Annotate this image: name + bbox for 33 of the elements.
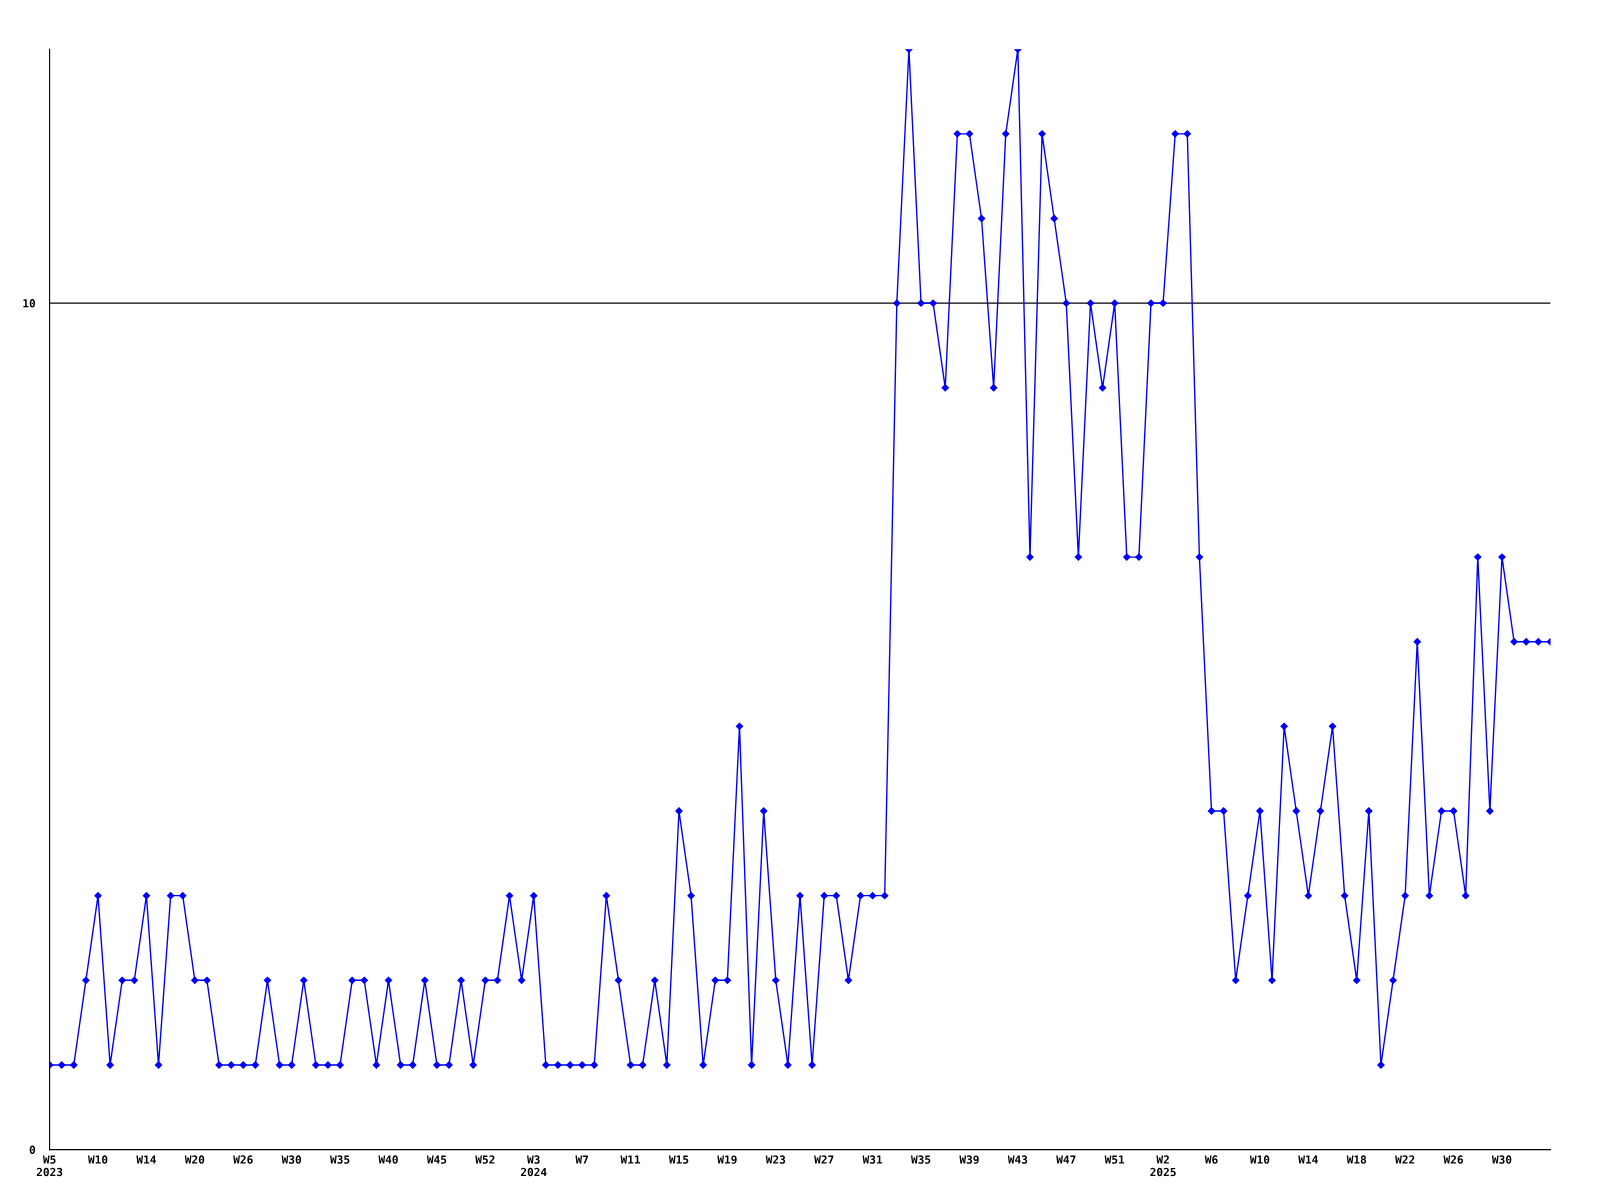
- x-tick-label: W31: [862, 1155, 883, 1164]
- x-tick-label: W51: [1104, 1155, 1125, 1164]
- x-tick-label: W20: [184, 1155, 205, 1164]
- x-tick-label: W30: [281, 1155, 302, 1164]
- x-tick-label: W14: [1298, 1155, 1318, 1164]
- x-tick-label: W14: [136, 1155, 156, 1164]
- x-tick-label: W23: [765, 1155, 786, 1164]
- x-tick-label: W10: [1249, 1155, 1270, 1164]
- x-tick-label: W7: [575, 1155, 588, 1164]
- x-tick-label: W3 2024: [520, 1155, 547, 1177]
- y-tick-label: 10: [23, 299, 36, 308]
- x-tick-label: W2 2025: [1150, 1155, 1176, 1177]
- x-tick-label: W18: [1346, 1155, 1367, 1164]
- x-tick-label: W22: [1395, 1155, 1415, 1164]
- x-tick-label: W43: [1007, 1155, 1028, 1164]
- x-tick-label: W40: [378, 1155, 398, 1164]
- x-tick-label: W10: [87, 1155, 108, 1164]
- x-tick-label: W47: [1056, 1155, 1076, 1164]
- y-tick-label: 0: [29, 1145, 36, 1154]
- x-tick-label: W5 2023: [36, 1155, 63, 1177]
- x-tick-label: W45: [426, 1155, 447, 1164]
- x-tick-label: W27: [814, 1155, 834, 1164]
- x-tick-label: W39: [959, 1155, 979, 1164]
- x-tick-label: W11: [620, 1155, 641, 1164]
- x-tick-label: W30: [1491, 1155, 1512, 1164]
- x-tick-label: W6: [1204, 1155, 1218, 1164]
- x-tick-label: W15: [668, 1155, 689, 1164]
- x-tick-label: W35: [330, 1155, 350, 1164]
- x-tick-label: W19: [717, 1155, 737, 1164]
- x-tick-label: W35: [911, 1155, 931, 1164]
- x-tick-label: W52: [475, 1155, 495, 1164]
- x-tick-label: W26: [233, 1155, 253, 1164]
- x-tick-label: W26: [1443, 1155, 1464, 1164]
